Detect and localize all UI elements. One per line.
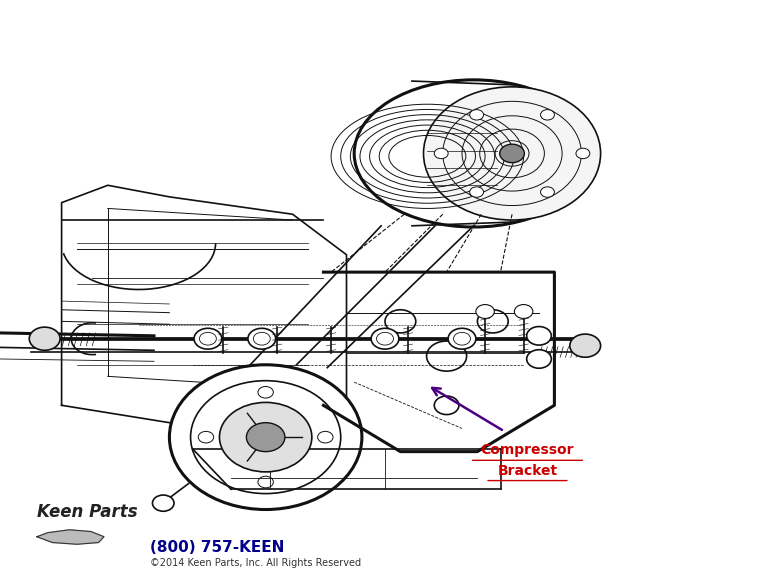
Text: Compressor: Compressor bbox=[480, 444, 574, 457]
Circle shape bbox=[476, 305, 494, 318]
Circle shape bbox=[194, 328, 222, 349]
Circle shape bbox=[527, 350, 551, 368]
Circle shape bbox=[541, 187, 554, 197]
Ellipse shape bbox=[354, 80, 593, 227]
Circle shape bbox=[152, 495, 174, 511]
Circle shape bbox=[248, 328, 276, 349]
Polygon shape bbox=[62, 185, 346, 423]
Circle shape bbox=[500, 144, 524, 163]
Text: Keen Parts: Keen Parts bbox=[37, 503, 138, 522]
Circle shape bbox=[514, 305, 533, 318]
Circle shape bbox=[371, 328, 399, 349]
Circle shape bbox=[576, 148, 590, 159]
Polygon shape bbox=[323, 272, 554, 452]
Circle shape bbox=[219, 402, 312, 472]
Circle shape bbox=[470, 187, 484, 197]
Circle shape bbox=[527, 327, 551, 345]
Circle shape bbox=[541, 109, 554, 120]
Circle shape bbox=[246, 423, 285, 452]
Circle shape bbox=[570, 334, 601, 357]
Circle shape bbox=[434, 148, 448, 159]
Text: (800) 757-KEEN: (800) 757-KEEN bbox=[150, 540, 285, 555]
Text: Bracket: Bracket bbox=[497, 464, 557, 478]
Text: ©2014 Keen Parts, Inc. All Rights Reserved: ©2014 Keen Parts, Inc. All Rights Reserv… bbox=[150, 558, 361, 568]
Circle shape bbox=[424, 87, 601, 220]
Circle shape bbox=[448, 328, 476, 349]
Circle shape bbox=[29, 327, 60, 350]
Circle shape bbox=[169, 365, 362, 510]
Circle shape bbox=[470, 109, 484, 120]
Polygon shape bbox=[37, 530, 104, 544]
